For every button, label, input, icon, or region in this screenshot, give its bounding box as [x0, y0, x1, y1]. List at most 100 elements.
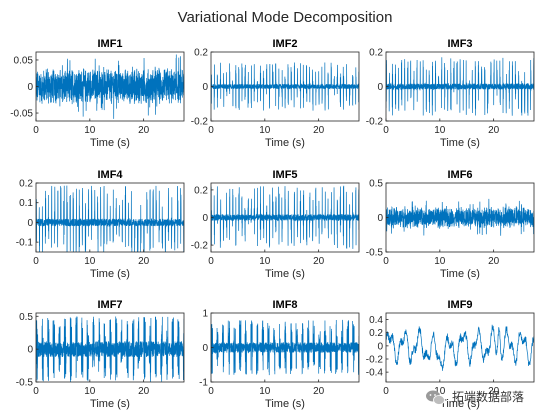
x-tick-label: 0: [383, 125, 389, 136]
x-tick-label: 10: [259, 386, 271, 397]
y-tick-label: 0.1: [19, 198, 33, 209]
x-tick-label: 20: [138, 386, 150, 397]
x-tick-label: 10: [259, 125, 271, 136]
panel-title: IMF4: [97, 169, 123, 181]
x-tick-label: 20: [313, 256, 325, 267]
x-tick-label: 10: [84, 386, 96, 397]
signal-line-imf6: [386, 198, 534, 236]
signal-line-imf2: [211, 62, 359, 111]
x-tick-label: 20: [138, 125, 150, 136]
watermark: 拓端数据部落: [426, 389, 524, 405]
axes-box: [385, 312, 535, 383]
x-tick-label: 10: [84, 256, 96, 267]
y-tick-label: -0.2: [191, 241, 209, 252]
x-axis-label: Time (s): [265, 268, 305, 280]
figure-title: Variational Mode Decomposition: [178, 9, 393, 26]
x-axis-label: Time (s): [440, 137, 480, 149]
x-tick-label: 0: [208, 256, 214, 267]
x-tick-label: 0: [33, 256, 39, 267]
x-axis-label: Time (s): [90, 268, 130, 280]
x-axis-label: Time (s): [90, 398, 130, 410]
watermark-text: 拓端数据部落: [452, 389, 524, 404]
x-tick-label: 20: [488, 256, 500, 267]
x-tick-label: 20: [313, 386, 325, 397]
signal-line-imf7: [36, 316, 184, 382]
y-tick-label: 0.5: [19, 312, 33, 323]
y-tick-label: 0.2: [194, 185, 208, 196]
y-tick-label: 1: [202, 309, 208, 320]
y-tick-label: -0.2: [191, 117, 209, 128]
x-tick-label: 20: [488, 386, 500, 397]
y-tick-label: 0: [202, 343, 208, 354]
x-tick-label: 0: [33, 386, 39, 397]
x-tick-label: 10: [259, 256, 271, 267]
x-tick-label: 0: [383, 256, 389, 267]
y-tick-label: 0: [202, 213, 208, 224]
x-tick-label: 10: [434, 125, 446, 136]
panel-title: IMF1: [97, 38, 122, 50]
panel-title: IMF6: [447, 169, 472, 181]
y-tick-label: 0: [27, 218, 33, 229]
panel-title: IMF3: [447, 38, 472, 50]
x-tick-label: 0: [33, 125, 39, 136]
y-tick-label: -0.5: [366, 248, 384, 259]
axes-box: [35, 312, 185, 383]
y-tick-label: 0.2: [369, 48, 383, 59]
panel-imf4: 0 10 20 -0.1 0 0.1 0.2 IMF4 Time (s): [16, 169, 185, 280]
y-tick-label: -0.5: [16, 378, 34, 389]
panel-title: IMF8: [272, 299, 297, 311]
y-tick-label: 0: [377, 82, 383, 93]
x-tick-label: 10: [434, 256, 446, 267]
y-tick-label: 0: [377, 341, 383, 352]
x-axis-label: Time (s): [90, 137, 130, 149]
x-tick-label: 20: [488, 125, 500, 136]
x-axis-label: Time (s): [265, 398, 305, 410]
y-tick-label: -0.2: [366, 117, 384, 128]
signal-line-imf4: [36, 185, 184, 252]
axes-box: [35, 182, 185, 253]
x-tick-label: 0: [208, 386, 214, 397]
y-tick-label: 0: [202, 82, 208, 93]
x-axis-label: Time (s): [440, 268, 480, 280]
signal-line-imf5: [211, 185, 359, 249]
panel-imf9: 0 10 20 -0.4 -0.2 0 0.2 0.4 IMF9 Time (s): [366, 299, 535, 410]
y-tick-label: 0.2: [194, 48, 208, 59]
y-tick-label: -1: [199, 378, 208, 389]
signal-line-imf3: [386, 57, 534, 116]
panel-title: IMF7: [97, 299, 122, 311]
panel-title: IMF5: [272, 169, 297, 181]
y-tick-label: -0.05: [10, 109, 33, 120]
signal-line-imf9: [386, 324, 534, 371]
signal-line-imf8: [211, 319, 359, 376]
y-tick-label: 0.4: [369, 315, 383, 326]
x-tick-label: 0: [208, 125, 214, 136]
y-tick-label: 0: [27, 345, 33, 356]
panel-title: IMF2: [272, 38, 297, 50]
x-tick-label: 20: [313, 125, 325, 136]
x-axis-label: Time (s): [265, 137, 305, 149]
y-tick-label: 0.5: [369, 179, 383, 190]
y-tick-label: -0.4: [366, 368, 384, 379]
y-tick-label: 0.2: [369, 328, 383, 339]
panel-title: IMF9: [447, 299, 472, 311]
y-tick-label: 0.05: [14, 55, 34, 66]
y-tick-label: 0.2: [19, 179, 33, 190]
signal-line-imf1: [36, 54, 184, 119]
x-tick-label: 10: [84, 125, 96, 136]
y-tick-label: -0.1: [16, 238, 34, 249]
x-axis-label: Time (s): [440, 398, 480, 410]
x-tick-label: 20: [138, 256, 150, 267]
y-tick-label: -0.2: [366, 355, 384, 366]
wechat-icon: [426, 390, 445, 405]
x-tick-label: 0: [383, 386, 389, 397]
x-tick-label: 10: [434, 386, 446, 397]
y-tick-label: 0: [27, 82, 33, 93]
